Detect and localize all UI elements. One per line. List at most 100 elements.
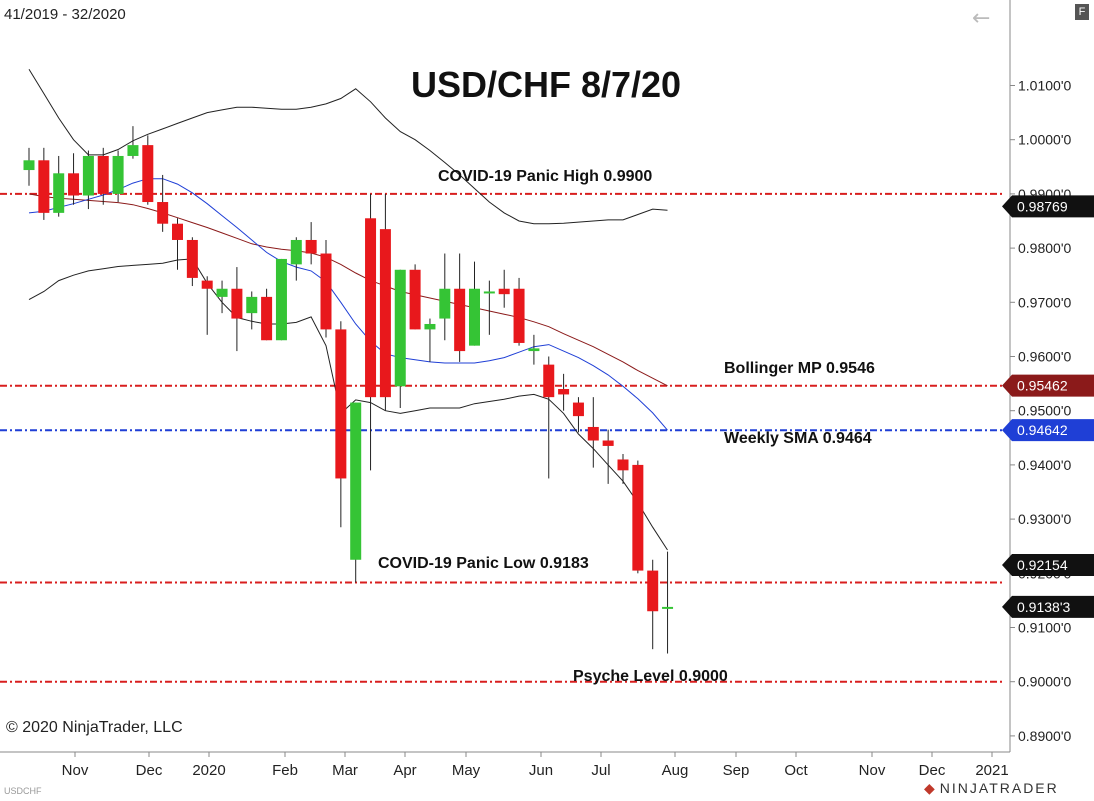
candle-up: [290, 239, 302, 265]
price-markers: 0.98769 0.95462 0.94642 0.92154 0.9138'3: [1002, 195, 1094, 618]
x-tick-label: Mar: [332, 762, 358, 779]
x-tick-label: Feb: [272, 762, 298, 779]
bollinger-upper-line: [28, 68, 668, 225]
price-marker-text: 0.9138'3: [1017, 599, 1070, 615]
candle-down: [379, 229, 391, 398]
y-tick-label: 1.0000'0: [1018, 132, 1071, 148]
candle-down: [572, 402, 584, 417]
f-button[interactable]: F: [1075, 4, 1089, 20]
y-tick-label: 0.8900'0: [1018, 728, 1071, 744]
candle-down: [587, 426, 599, 441]
candle-down: [617, 459, 629, 471]
instrument-watermark: USDCHF: [4, 786, 42, 796]
candle-down: [261, 296, 273, 341]
candle-up: [275, 258, 287, 341]
candle-up: [662, 606, 674, 609]
candle-down: [305, 239, 317, 254]
candle-down: [97, 155, 109, 194]
date-range-label: 41/2019 - 32/2020: [4, 6, 126, 23]
candle-down: [201, 280, 213, 289]
candle-down: [231, 288, 243, 319]
candle-down: [365, 218, 377, 398]
candle-up: [82, 155, 94, 196]
x-tick-label: Nov: [62, 762, 89, 779]
candle-down: [498, 288, 510, 295]
y-tick-label: 0.9300'0: [1018, 511, 1071, 527]
price-marker: 0.94642: [1002, 419, 1094, 442]
price-marker: 0.92154: [1002, 553, 1094, 576]
candle-down: [157, 202, 169, 224]
x-tick-label: Dec: [919, 762, 946, 779]
chart-title: USD/CHF 8/7/20: [411, 64, 681, 105]
price-marker-text: 0.95462: [1017, 378, 1068, 394]
candle-down: [558, 389, 570, 395]
x-tick-label: 2021: [975, 762, 1008, 779]
price-marker: 0.9138'3: [1002, 595, 1094, 618]
x-tick-label: Sep: [723, 762, 750, 779]
x-tick-label: Jun: [529, 762, 553, 779]
price-marker-text: 0.94642: [1017, 422, 1068, 438]
level-label: COVID-19 Panic High 0.9900: [438, 168, 652, 185]
x-tick-label: 2020: [192, 762, 225, 779]
x-tick-label: Aug: [662, 762, 689, 779]
candle-up: [483, 291, 495, 294]
candle-down: [513, 288, 525, 343]
candle-up: [246, 296, 258, 314]
candle-down: [647, 570, 659, 612]
price-marker-box: [1002, 595, 1094, 618]
candle-down: [632, 464, 644, 571]
candle-down: [38, 160, 50, 213]
price-marker-text: 0.98769: [1017, 198, 1068, 214]
x-tick-label: May: [452, 762, 481, 779]
candle-down: [409, 269, 421, 330]
candle-down: [142, 145, 154, 203]
level-label: Bollinger MP 0.9546: [724, 360, 875, 377]
brand-name: NINJATRADER: [939, 780, 1059, 796]
candle-down: [602, 440, 614, 446]
y-tick-label: 0.9400'0: [1018, 457, 1071, 473]
candles: [23, 126, 674, 654]
level-lines: [0, 192, 1003, 683]
candle-down: [454, 288, 466, 352]
y-tick-label: 0.9500'0: [1018, 403, 1071, 419]
candle-up: [439, 288, 451, 319]
level-label: COVID-19 Panic Low 0.9183: [378, 555, 589, 572]
candle-up: [469, 288, 480, 346]
candle-up: [528, 348, 540, 352]
y-tick-label: 0.9000'0: [1018, 674, 1071, 690]
x-tick-label: Jul: [591, 762, 610, 779]
candle-down: [172, 223, 183, 240]
sma-line: [28, 178, 668, 431]
candle-up: [394, 269, 406, 387]
copyright-text: © 2020 NinjaTrader, LLC: [6, 719, 183, 736]
level-label: Psyche Level 0.9000: [573, 668, 728, 685]
price-marker-box: [1002, 419, 1094, 442]
price-marker-box: [1002, 374, 1094, 397]
candle-up: [424, 323, 436, 330]
price-marker: 0.98769: [1002, 195, 1094, 218]
y-tick-label: 0.9800'0: [1018, 240, 1071, 256]
candle-up: [127, 145, 139, 156]
ninjatrader-logo: ◆ NINJATRADER: [924, 780, 1059, 797]
candle-down: [68, 173, 80, 196]
bollinger-mid-line: [28, 193, 668, 387]
price-marker-box: [1002, 195, 1094, 218]
axes: 1.0100'01.0000'00.9900'00.9800'00.9700'0…: [0, 0, 1071, 779]
x-tick-label: Nov: [859, 762, 886, 779]
price-marker-box: [1002, 553, 1094, 576]
y-tick-label: 0.9600'0: [1018, 349, 1071, 365]
candle-down: [320, 253, 332, 330]
candle-down: [543, 364, 555, 398]
bollinger-lower-line: [28, 258, 668, 551]
logo-mark-icon: ◆: [924, 780, 937, 796]
y-tick-label: 1.0100'0: [1018, 78, 1071, 94]
indicator-lines: [28, 68, 668, 551]
x-tick-label: Oct: [784, 762, 808, 779]
back-arrow-icon[interactable]: ←: [972, 6, 991, 31]
level-label: Weekly SMA 0.9464: [724, 430, 872, 447]
price-marker-text: 0.92154: [1017, 557, 1068, 573]
candle-up: [53, 173, 65, 213]
x-tick-label: Dec: [136, 762, 163, 779]
candle-up: [216, 288, 228, 297]
